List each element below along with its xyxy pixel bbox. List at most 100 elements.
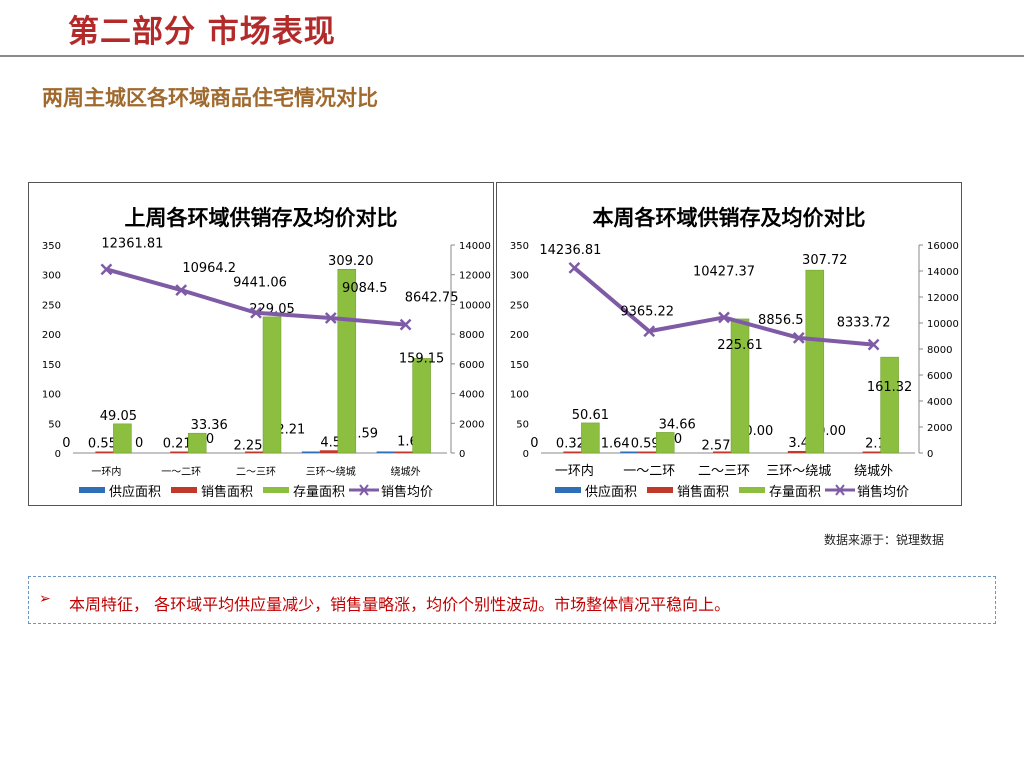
y-tick-label: 350 <box>510 241 529 252</box>
last-week-chart: 上周各环域供销存及均价对比 0 50 100 150 200 250 300 350 0 2000 4… <box>28 182 494 506</box>
bar-sales <box>319 450 338 453</box>
y2-tick-label: 14000 <box>927 267 959 278</box>
data-label-supply: 1.64 <box>601 437 630 452</box>
price-marker-stroke <box>250 306 262 319</box>
bar-stock <box>655 432 675 454</box>
price-point <box>399 318 412 331</box>
price-marker-stroke <box>175 284 188 296</box>
summary-note: ➢ 本周特征， 各环域平均供应量减少，销售量略涨，均价个别性波动。市场整体情况平… <box>28 576 996 624</box>
data-source: 数据来源于：锐理数据 <box>824 533 945 547</box>
price-marker-stroke <box>643 325 656 338</box>
last-week-chart-svg: 上周各环域供销存及均价对比050100150200250300350020004… <box>42 206 491 500</box>
x-tick-label: 绕城外 <box>391 465 421 478</box>
x-tick-label: 二～三环 <box>236 467 276 478</box>
price-marker-stroke <box>718 311 730 324</box>
y-tick-label: 0 <box>523 449 529 460</box>
data-label-stock: 309.20 <box>328 254 374 269</box>
y2-tick-label: 2000 <box>927 423 952 434</box>
y2-tick-label: 4000 <box>927 397 952 408</box>
bar-supply <box>301 451 320 453</box>
legend-label: 供应面积 <box>109 484 161 500</box>
x-tick-label: 一～二环 <box>623 464 675 479</box>
bar-stock <box>805 269 825 454</box>
y2-tick-label: 12000 <box>459 271 491 282</box>
y-tick-label: 300 <box>42 271 61 282</box>
y-tick-label: 300 <box>510 271 529 282</box>
price-point <box>175 284 188 296</box>
y2-tick-label: 6000 <box>927 371 952 382</box>
y-tick-label: 150 <box>510 360 529 371</box>
price-point <box>324 312 337 324</box>
legend-swatch <box>263 487 289 493</box>
y2-tick-label: 0 <box>927 449 933 460</box>
legend-label: 存量面积 <box>769 485 821 500</box>
price-marker-stroke <box>399 318 412 331</box>
price-point <box>250 306 262 319</box>
bar-supply <box>376 451 395 453</box>
y2-tick-label: 0 <box>459 449 465 460</box>
y-tick-label: 250 <box>42 300 61 311</box>
legend-label: 销售面积 <box>677 484 729 500</box>
data-label-supply: 2.21 <box>276 423 305 438</box>
data-label-supply: 0 <box>206 432 214 447</box>
y2-tick-label: 6000 <box>459 360 484 371</box>
price-marker-stroke <box>568 262 581 274</box>
legend-label: 存量面积 <box>293 485 345 500</box>
page-subtitle: 两周主城区各环域商品住宅情况对比 <box>42 86 378 110</box>
legend-label: 销售面积 <box>201 484 253 500</box>
x-tick-label: 一环内 <box>91 465 121 478</box>
bar-stock <box>262 316 282 454</box>
y-tick-label: 50 <box>48 419 61 430</box>
price-point <box>568 262 581 274</box>
data-label-supply: 2.59 <box>349 426 378 441</box>
y-tick-label: 350 <box>42 241 61 252</box>
price-point <box>792 331 805 344</box>
y-tick-label: 200 <box>510 330 529 341</box>
price-point <box>643 325 656 338</box>
y2-tick-label: 8000 <box>459 330 484 341</box>
this-week-chart: 本周各环域供销存及均价对比 0 50 100 150 200 250 300 350 0 2000 4… <box>496 182 962 506</box>
bar-stock <box>113 423 132 454</box>
data-label-supply: 0.00 <box>744 424 773 439</box>
y-tick-label: 150 <box>42 360 61 371</box>
bar-sales <box>95 451 114 453</box>
summary-text: 本周特征， 各环域平均供应量减少，销售量略涨，均价个别性波动。市场整体情况平稳向… <box>69 595 731 614</box>
x-tick-label: 三环～绕城 <box>766 464 831 479</box>
data-label-price: 12361.81 <box>101 236 163 251</box>
data-label-stock: 307.72 <box>802 253 848 268</box>
x-tick-label: 绕城外 <box>854 464 893 479</box>
data-label-price: 9084.5 <box>342 281 388 296</box>
legend-label: 销售均价 <box>857 484 909 500</box>
bar-stock <box>337 268 357 454</box>
data-label-sales: 2.57 <box>702 438 731 453</box>
legend-swatch <box>739 487 765 493</box>
legend-swatch <box>555 487 581 493</box>
y-tick-label: 250 <box>510 300 529 311</box>
y2-tick-label: 14000 <box>459 241 491 252</box>
data-label-price: 8642.75 <box>405 291 459 306</box>
y2-tick-label: 16000 <box>927 241 959 252</box>
section-title: 第二部分 市场表现 <box>68 14 336 50</box>
data-label-sales: 0.21 <box>163 437 192 452</box>
data-label-stock: 33.36 <box>191 418 228 433</box>
chart-title: 本周各环域供销存及均价对比 <box>593 206 866 230</box>
y2-tick-label: 10000 <box>459 300 491 311</box>
y2-tick-label: 2000 <box>459 419 484 430</box>
x-tick-label: 一环内 <box>555 463 594 479</box>
title-divider <box>0 55 1024 57</box>
bar-stock <box>730 318 750 454</box>
legend-marker <box>359 484 369 496</box>
y-tick-label: 200 <box>42 330 61 341</box>
y2-tick-label: 8000 <box>927 345 952 356</box>
legend-swatch <box>79 487 105 493</box>
y2-tick-label: 12000 <box>927 293 959 304</box>
this-week-chart-svg: 本周各环域供销存及均价对比050100150200250300350020004… <box>510 206 959 500</box>
bar-sales <box>170 451 189 453</box>
y2-tick-label: 10000 <box>927 319 959 330</box>
data-label-supply: 0.00 <box>817 424 846 439</box>
data-label-price: 8856.5 <box>758 313 804 328</box>
x-tick-label: 一～二环 <box>161 467 201 478</box>
data-label-supply: 0 <box>530 436 538 451</box>
bar-supply <box>620 451 639 453</box>
data-label-stock: 159.15 <box>399 351 445 366</box>
